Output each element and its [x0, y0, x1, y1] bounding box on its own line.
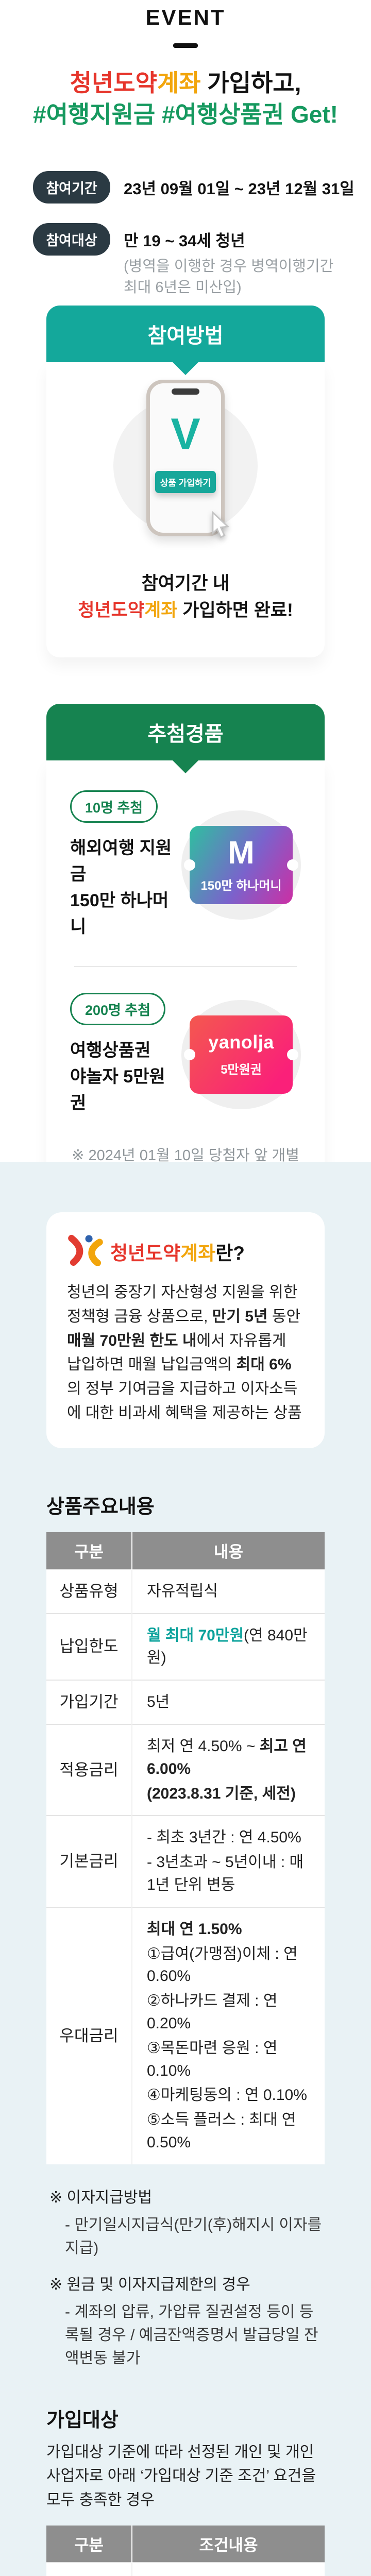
- prize-1-info: 10명 추첨 해외여행 지원금 150만 하나머니: [70, 790, 181, 940]
- page-title-line2: #여행지원금 #여행상품권 Get!: [33, 100, 338, 128]
- hero-section: EVENT 청년도약계좌 가입하고, #여행지원금 #여행상품권 Get! 참여…: [0, 0, 371, 1162]
- prize-1-ticket: M 150만 하나머니: [181, 810, 301, 920]
- cursor-icon: [204, 510, 234, 543]
- table-header-row: 구분 내용: [46, 1532, 325, 1569]
- page-title: 청년도약계좌 가입하고, #여행지원금 #여행상품권 Get!: [0, 67, 371, 130]
- about-title: 청년도약계좌란?: [110, 1242, 245, 1264]
- prize-row-1: 10명 추첨 해외여행 지원금 150만 하나머니 M 150만 하나머니: [70, 790, 301, 940]
- col-header-content: 내용: [131, 1532, 325, 1569]
- hanamoney-ticket-icon: M 150만 하나머니: [190, 826, 293, 905]
- triangle-pointer-icon: [172, 759, 199, 773]
- participation-period-row: 참여기간 23년 09월 01일 ~ 23년 12월 31일: [0, 171, 371, 204]
- v-logo-icon: V: [171, 409, 200, 459]
- prize-1-name: 해외여행 지원금 150만 하나머니: [70, 838, 172, 937]
- prize-2-ticket: yanolja 5만원권: [181, 999, 301, 1109]
- method-card-header: 참여방법: [46, 305, 325, 375]
- prize-divider: [74, 965, 297, 967]
- table-header-row: 구분 조건내용: [46, 2526, 325, 2563]
- table-row: 기본금리 - 최초 3년간 : 연 4.50% - 3년초과 ~ 5년이내 : …: [46, 1815, 325, 1907]
- page-title-line1: 청년도약계좌 가입하고,: [70, 70, 301, 96]
- interest-payment-note: ※ 이자지급방법 - 만기일시지급식(만기(후)해지시 이자를 지급): [49, 2189, 322, 2257]
- event-label: EVENT: [145, 5, 226, 29]
- table-row: 우대금리 최대 연 1.50% ①급여(가맹점)이체 : 연 0.60% ②하나…: [46, 1906, 325, 2164]
- phone-frame: V 상품 가입하기: [146, 379, 225, 536]
- detail-section: 청년도약계좌란? 청년의 중장기 자산형성 지원을 위한 정책형 금융 상품으로…: [0, 1162, 371, 2576]
- table-row: 상품유형 자유적립식: [46, 1568, 325, 1614]
- table-row: 적용금리 최저 연 4.50% ~ 최고 연 6.00% (2023.8.31 …: [46, 1723, 325, 1816]
- col-header-gubun: 구분: [46, 2526, 132, 2563]
- principal-limit-note: ※ 원금 및 이자지급제한의 경우 - 계좌의 압류, 가압류 질권설정 등이 …: [49, 2276, 318, 2367]
- product-section-heading: 상품주요내용: [46, 1496, 155, 1518]
- table-row-age: 나이 가입일 현재 만 19세 이상~만 34세 이하인 자 •병적증명서를 통…: [46, 2562, 325, 2576]
- method-card: 참여방법 V 상품 가입하기: [46, 305, 325, 657]
- youth-leap-logo-icon: [67, 1234, 104, 1268]
- join-section-heading: 가입대상: [46, 2409, 119, 2431]
- participation-target-row: 참여대상 만 19 ~ 34세 청년 (병역을 이행한 경우 병역이행기간 최대…: [0, 223, 371, 298]
- join-table: 구분 조건내용 나이 가입일 현재 만 19세 이상~만 34세 이하인 자 •…: [46, 2526, 325, 2576]
- prize-2-name: 여행상품권 야놀자 5만원권: [70, 1040, 165, 1113]
- prize-row-2: 200명 추첨 여행상품권 야놀자 5만원권 yanolja 5만원권: [70, 992, 301, 1116]
- about-paragraph: 청년의 중장기 자산형성 지원을 위한 정책형 금융 상품으로, 만기 5년 동…: [67, 1284, 302, 1421]
- phone-notch: [172, 388, 199, 395]
- phone-screen: V 상품 가입하기: [150, 383, 221, 533]
- prize-note: ※ 2024년 01월 10일 당첨자 앞 개별연락: [72, 1147, 299, 1162]
- about-header: 청년도약계좌란?: [67, 1234, 304, 1268]
- prize-2-badge: 200명 추첨: [70, 992, 166, 1025]
- target-text: 만 19 ~ 34세 청년 (병역을 이행한 경우 병역이행기간 최대 6년은 …: [124, 223, 333, 298]
- method-caption: 참여기간 내 청년도약계좌 가입하면 완료!: [78, 573, 293, 621]
- col-header-gubun: 구분: [46, 1532, 132, 1569]
- triangle-pointer-icon: [172, 361, 199, 375]
- join-product-button[interactable]: 상품 가입하기: [155, 470, 216, 493]
- yanolja-ticket-icon: yanolja 5만원권: [190, 1015, 293, 1094]
- target-value: 만 19 ~ 34세 청년: [124, 232, 245, 250]
- table-row: 가입기간 5년: [46, 1680, 325, 1724]
- divider-dash: [173, 43, 198, 48]
- target-note: (병역을 이행한 경우 병역이행기간 최대 6년은 미산입): [124, 258, 334, 296]
- prize-card-header: 추첨경품: [46, 703, 325, 773]
- prize-card-body: 10명 추첨 해외여행 지원금 150만 하나머니 M 150만 하나머니: [46, 760, 325, 1162]
- prize-1-badge: 10명 추첨: [70, 790, 158, 823]
- target-badge: 참여대상: [33, 223, 110, 256]
- about-card: 청년도약계좌란? 청년의 중장기 자산형성 지원을 위한 정책형 금융 상품으로…: [46, 1212, 325, 1448]
- col-header-condition: 조건내용: [131, 2526, 325, 2563]
- join-intro: 가입대상 기준에 따라 선정된 개인 및 개인사업자로 아래 ‘가입대상 기준 …: [46, 2443, 316, 2509]
- table-row: 납입한도 월 최대 70만원(연 840만원): [46, 1613, 325, 1681]
- product-table: 구분 내용 상품유형 자유적립식 납입한도 월 최대 70만원(연 840만원)…: [46, 1532, 325, 2164]
- period-badge: 참여기간: [33, 171, 110, 204]
- method-card-body: V 상품 가입하기 참여기간 내 청년도약계좌 가입하면 완료!: [46, 362, 325, 657]
- prize-card: 추첨경품 10명 추첨 해외여행 지원금 150만 하나머니: [46, 703, 325, 1162]
- prize-2-info: 200명 추첨 여행상품권 야놀자 5만원권: [70, 992, 181, 1116]
- period-value: 23년 09월 01일 ~ 23년 12월 31일: [124, 180, 355, 198]
- phone-illustration: V 상품 가입하기: [103, 379, 268, 550]
